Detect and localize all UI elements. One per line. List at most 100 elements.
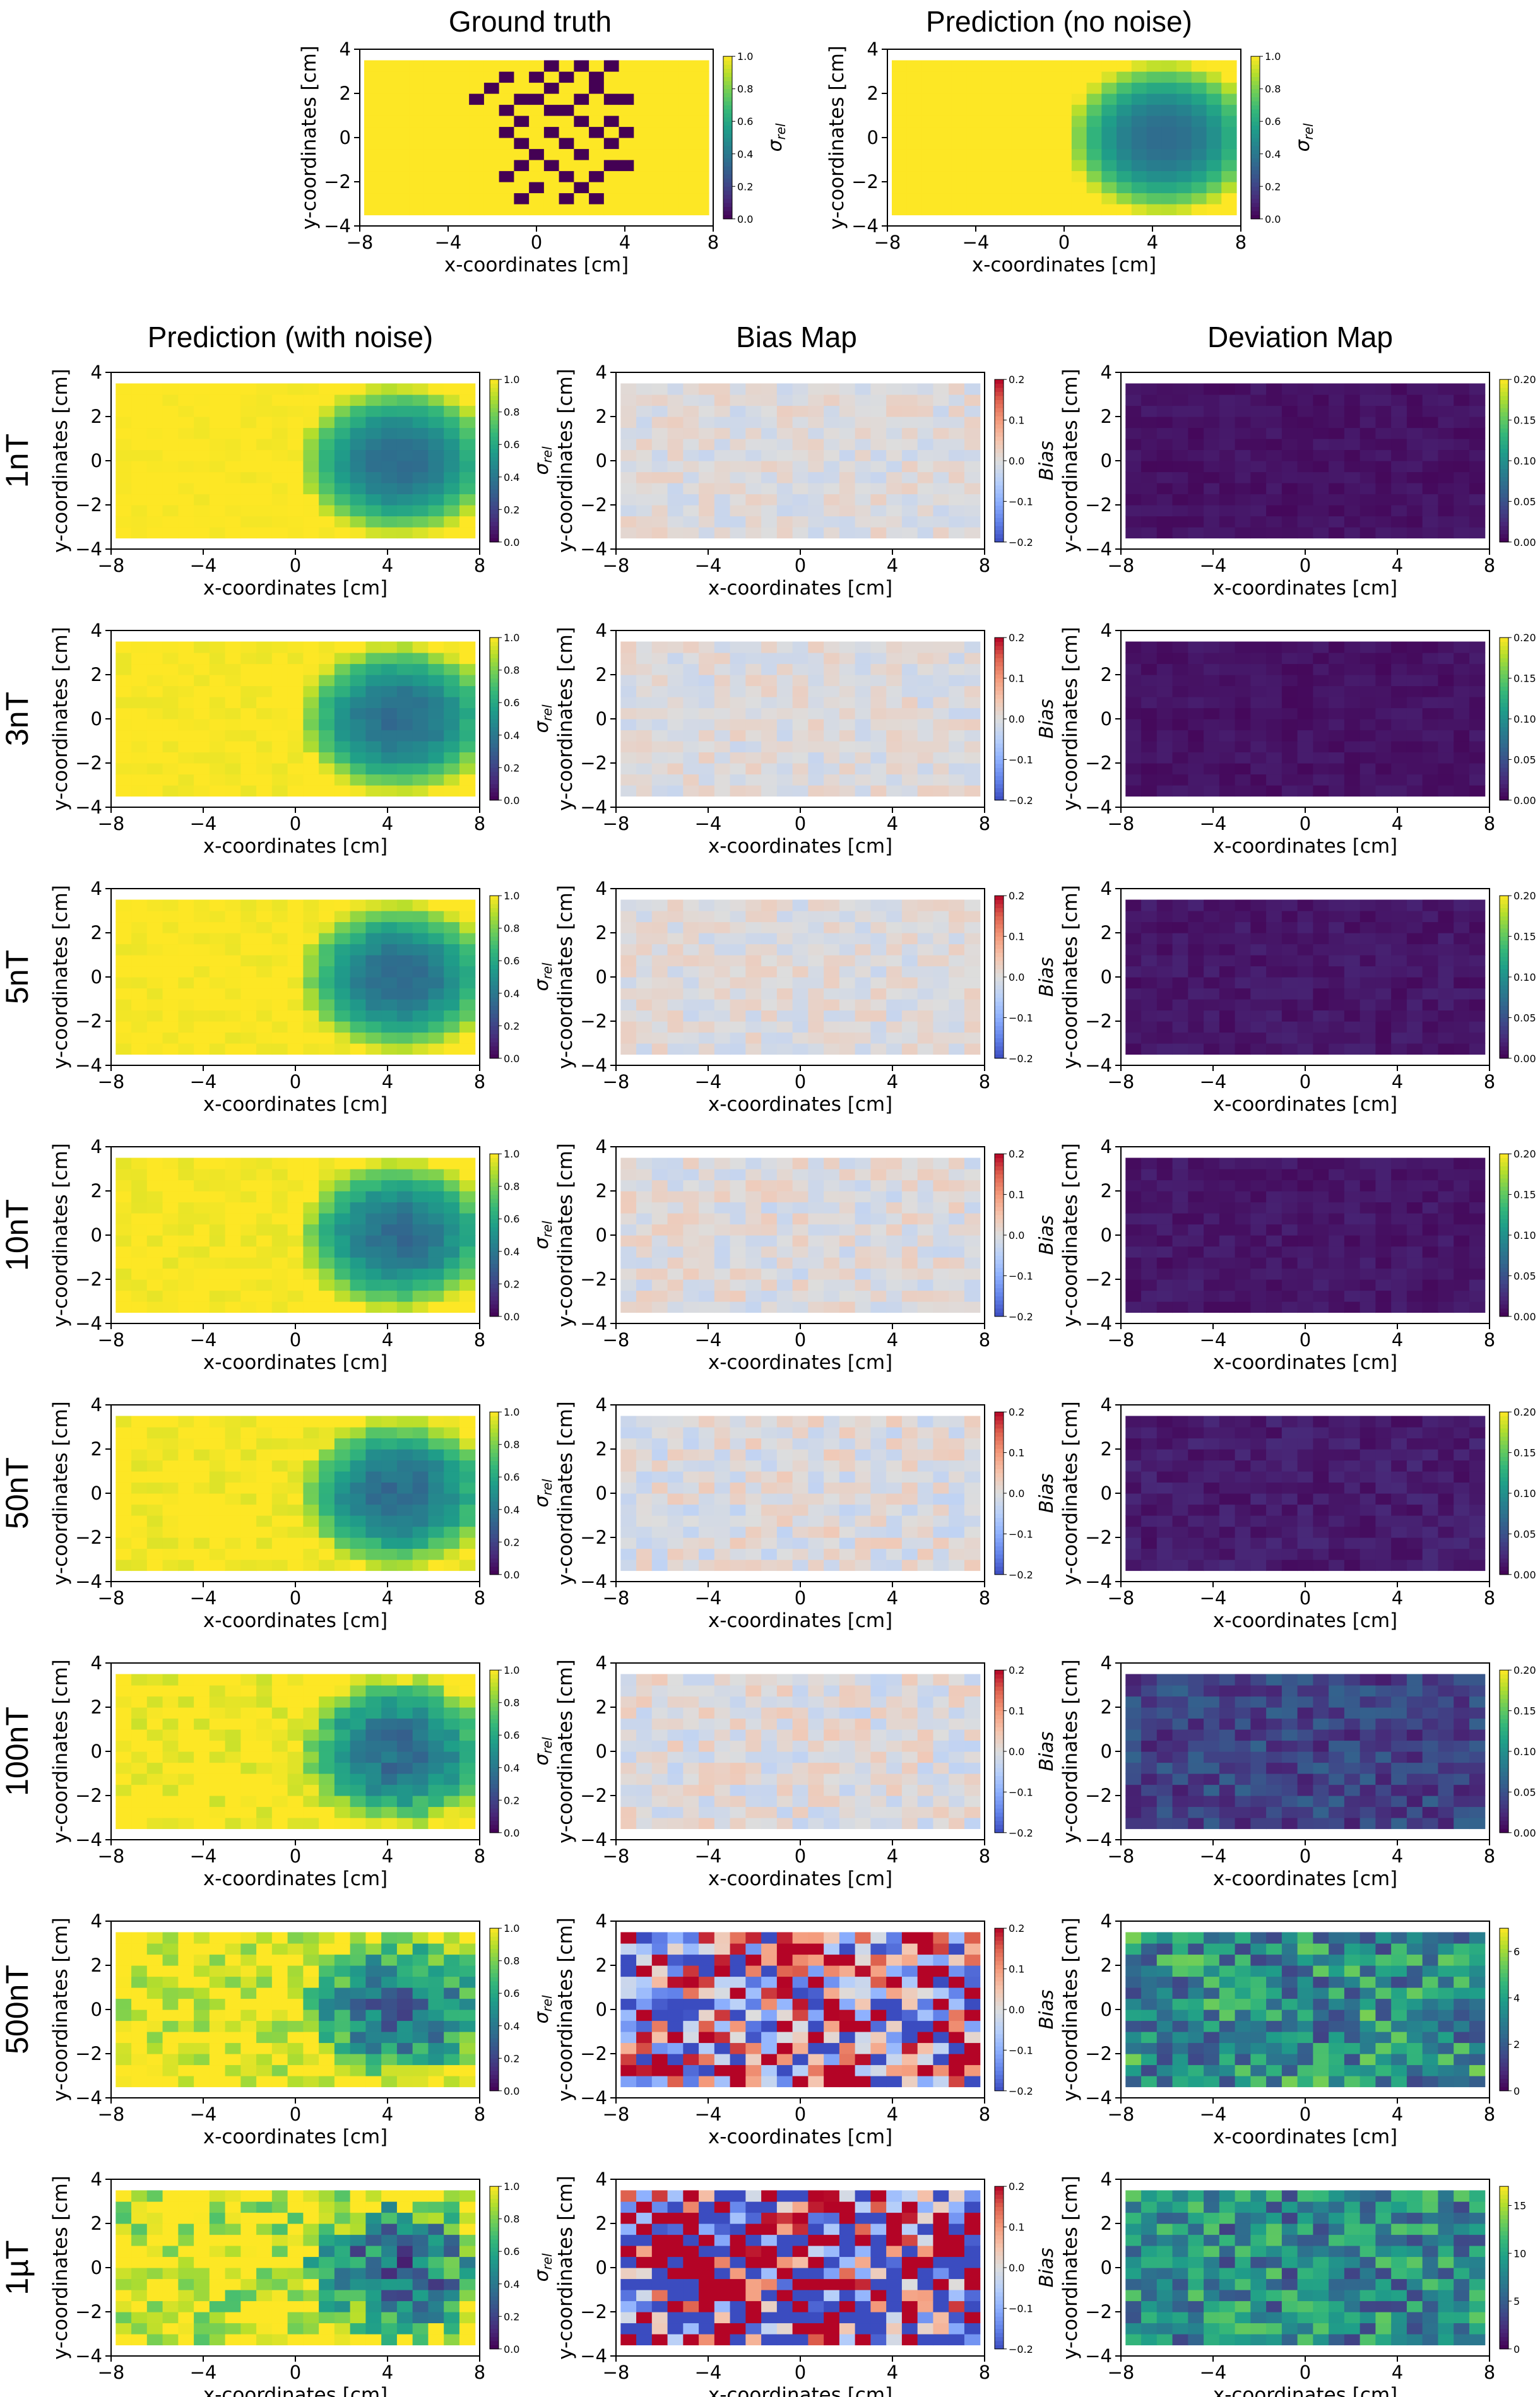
heatmap-cell: [1235, 405, 1251, 417]
heatmap-cell: [424, 93, 440, 105]
heatmap-cell: [1359, 763, 1377, 775]
heatmap-cell: [951, 160, 968, 172]
heatmap-cell: [951, 148, 968, 160]
heatmap-cell: [808, 1032, 824, 1044]
colorbar-segment: [995, 1017, 1004, 1022]
colorbar-segment: [490, 1194, 499, 1199]
heatmap-cell: [412, 955, 429, 967]
heatmap-cell: [714, 785, 731, 797]
colorbar-segment: [490, 388, 499, 393]
heatmap-cell: [303, 653, 319, 665]
heatmap-cell: [937, 192, 952, 204]
heatmap-cell: [714, 719, 731, 731]
heatmap-cell: [714, 763, 731, 775]
heatmap-cell: [116, 471, 132, 483]
heatmap-cell: [303, 516, 319, 528]
heatmap-cell: [350, 1010, 367, 1022]
heatmap-cell: [381, 730, 398, 742]
heatmap-cell: [1141, 988, 1158, 1000]
heatmap-cell: [964, 707, 981, 719]
colorbar-segment: [723, 150, 732, 155]
colorbar-segment: [490, 1182, 499, 1187]
heatmap-cell: [636, 471, 653, 483]
heatmap-cell: [1359, 383, 1377, 395]
heatmap-cell: [194, 663, 210, 675]
heatmap-cell: [886, 1235, 903, 1247]
heatmap-cell: [444, 1202, 460, 1214]
heatmap-cell: [1313, 461, 1329, 473]
colorbar-segment: [490, 1166, 499, 1171]
heatmap-cell: [651, 394, 668, 406]
colorbar-segment: [490, 505, 499, 510]
heatmap-cell: [1131, 93, 1147, 105]
colorbar-segment: [490, 493, 499, 498]
heatmap-cell: [1438, 394, 1454, 406]
colorbar-segment: [490, 521, 499, 526]
heatmap-cell: [428, 697, 444, 709]
heatmap-cell: [379, 138, 395, 150]
heatmap-cell: [949, 1021, 965, 1033]
heatmap-cell: [997, 115, 1012, 127]
heatmap-cell: [146, 1157, 163, 1169]
heatmap-cell: [459, 1043, 476, 1055]
colorbar-segment: [490, 637, 499, 642]
heatmap-cell: [699, 1021, 715, 1033]
heatmap-cell: [287, 1021, 304, 1033]
heatmap-cell: [240, 439, 257, 451]
colorbar-segment: [1500, 440, 1508, 445]
colorbar-tick-label: 0.2: [504, 762, 519, 774]
heatmap-cell: [439, 170, 455, 182]
heatmap-cell: [459, 461, 476, 473]
heatmap-cell: [209, 439, 226, 451]
heatmap-cell: [1191, 204, 1207, 216]
heatmap-cell: [855, 427, 872, 439]
heatmap-cell: [131, 1202, 148, 1214]
heatmap-cell: [350, 483, 367, 495]
heatmap-cell: [870, 675, 887, 687]
heatmap-cell: [209, 719, 226, 731]
heatmap-cell: [1125, 774, 1142, 786]
heatmap-cell: [334, 427, 351, 439]
heatmap-cell: [412, 752, 429, 764]
heatmap-cell: [1391, 752, 1407, 764]
y-tick-label: 2: [1101, 664, 1112, 685]
heatmap-cell: [1176, 160, 1192, 172]
heatmap-cell: [116, 707, 132, 719]
heatmap-cell: [949, 417, 965, 429]
heatmap-cell: [1297, 1021, 1313, 1033]
heatmap-cell: [745, 653, 762, 665]
heatmap-cell: [514, 115, 530, 127]
heatmap-cell: [589, 82, 605, 94]
heatmap-cell: [981, 126, 997, 138]
heatmap-cell: [1176, 82, 1192, 94]
colorbar-segment: [1500, 735, 1508, 740]
heatmap-cell: [178, 752, 194, 764]
heatmap-cell: [459, 1191, 476, 1203]
colorbar-segment: [1500, 759, 1508, 764]
heatmap-cell: [906, 126, 923, 138]
heatmap-cell: [949, 405, 965, 417]
heatmap-cell: [1375, 911, 1392, 923]
heatmap-cell: [730, 1301, 746, 1313]
heatmap-cell: [1235, 483, 1251, 495]
heatmap-cell: [1191, 115, 1207, 127]
heatmap-cell: [240, 527, 257, 539]
heatmap-cell: [667, 1032, 684, 1044]
heatmap-cell: [966, 93, 983, 105]
heatmap-cell: [808, 663, 824, 675]
heatmap-cell: [1391, 730, 1407, 742]
heatmap-cell: [116, 527, 132, 539]
heatmap-cell: [917, 494, 934, 506]
heatmap-cell: [240, 1246, 257, 1258]
heatmap-cell: [1438, 752, 1454, 764]
heatmap-cell: [209, 1268, 226, 1280]
heatmap-cell: [319, 763, 335, 775]
colorbar-segment: [1500, 723, 1508, 728]
colorbar-segment: [490, 403, 499, 408]
heatmap-cell: [116, 774, 132, 786]
heatmap-cell: [981, 204, 997, 216]
heatmap-cell: [350, 955, 367, 967]
colorbar-tick-label: 0.15: [1513, 673, 1536, 685]
heatmap-cell: [1219, 641, 1236, 653]
